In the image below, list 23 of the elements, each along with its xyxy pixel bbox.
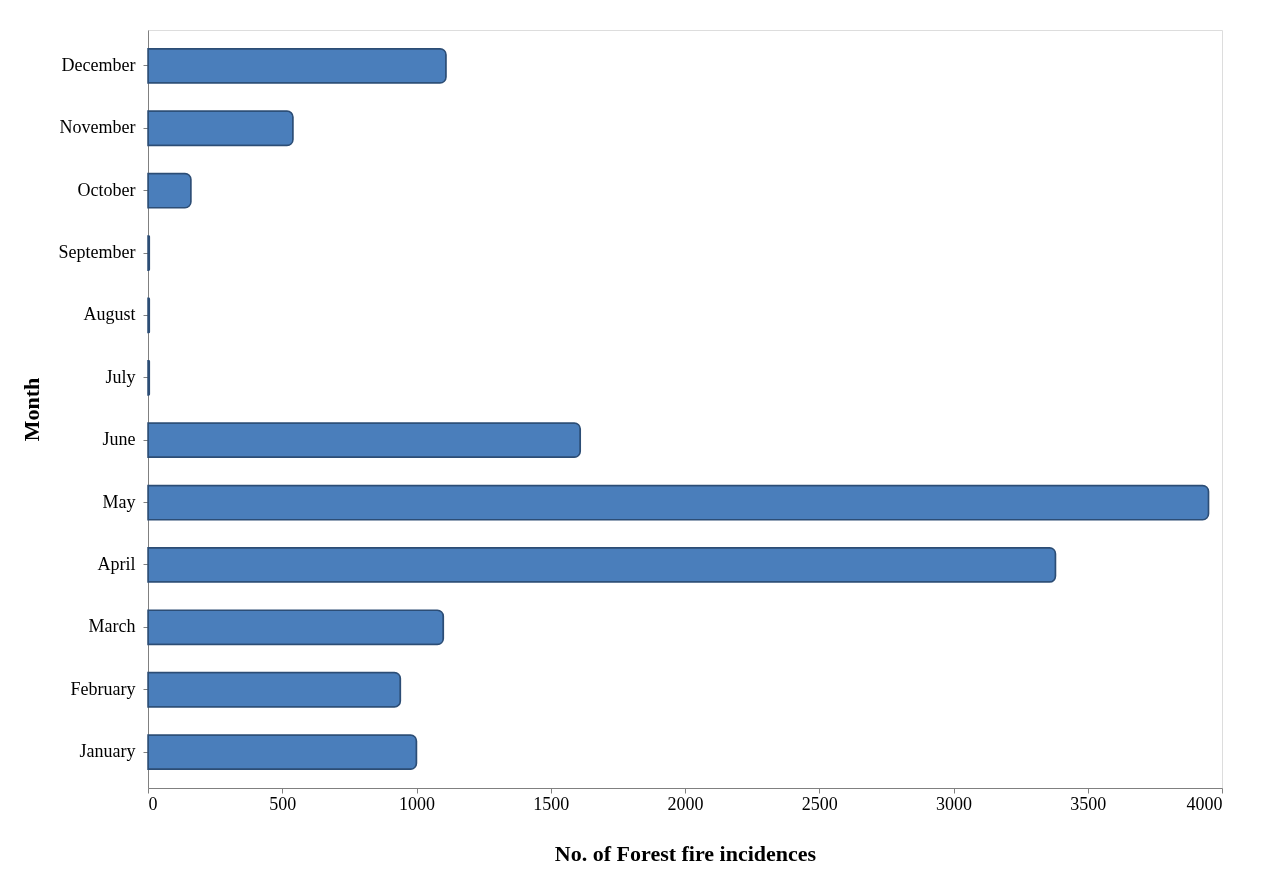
- x-tick-label: 2500: [801, 793, 838, 814]
- x-tick-label: 2000: [667, 793, 704, 814]
- y-tick-label: June: [102, 429, 136, 450]
- y-tick-label: January: [79, 741, 136, 762]
- y-tick-label: February: [70, 678, 136, 699]
- y-tick-label: December: [61, 54, 136, 75]
- x-tick-label: 1500: [533, 793, 570, 814]
- y-tick-label: October: [77, 179, 136, 200]
- x-tick-label: 500: [269, 793, 297, 814]
- y-tick-label: September: [58, 242, 136, 263]
- y-tick-label: April: [97, 553, 136, 574]
- x-axis-title: No. of Forest fire incidences: [554, 840, 817, 866]
- y-tick-label: May: [102, 491, 136, 512]
- x-tick-label: 4000: [1186, 793, 1223, 814]
- x-tick-label: 3500: [1070, 793, 1107, 814]
- y-tick-label: November: [59, 117, 136, 138]
- y-tick-label: August: [83, 304, 136, 325]
- x-tick-label: 3000: [936, 793, 972, 814]
- x-tick-label: 0: [148, 793, 158, 814]
- y-tick-label: July: [105, 366, 136, 387]
- x-tick-label: 1000: [399, 793, 435, 814]
- y-axis-title: Month: [18, 377, 44, 442]
- y-tick-label: March: [88, 616, 136, 637]
